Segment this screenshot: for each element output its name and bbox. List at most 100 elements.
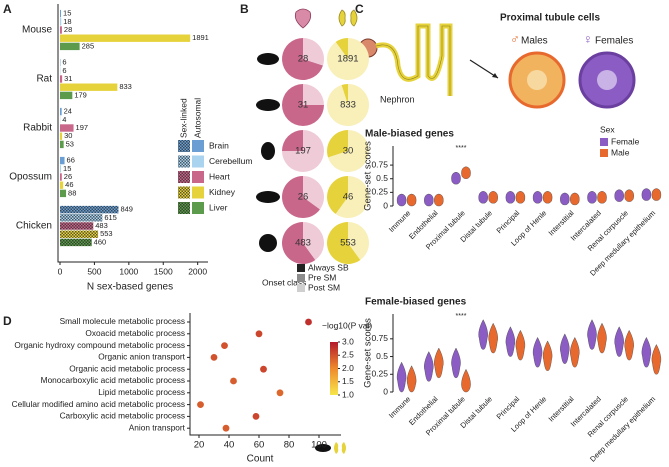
x-tick-label: 1500 <box>154 266 173 276</box>
x-tick-label: 20 <box>194 440 205 451</box>
violin <box>651 188 662 201</box>
value-label: 460 <box>94 237 107 246</box>
point <box>252 413 260 420</box>
pie-slice <box>303 84 324 105</box>
violin <box>478 319 488 350</box>
bar <box>60 132 63 140</box>
y-tick-label: Monocarboxylic acid metabolic process <box>41 375 185 385</box>
colorbar-tick-label: 1.0 <box>342 389 354 399</box>
legend-swatch <box>297 274 305 282</box>
violin <box>451 171 461 185</box>
violin <box>651 344 662 375</box>
point <box>255 330 263 338</box>
pie-count: 833 <box>340 100 356 111</box>
male-symbol: ♂ <box>510 31 520 46</box>
point <box>210 354 218 361</box>
bar <box>60 156 65 165</box>
bar <box>60 18 62 26</box>
pie-count: 26 <box>298 192 309 203</box>
value-label: 30 <box>64 131 72 140</box>
pie-slice <box>282 38 323 80</box>
violin <box>570 192 580 206</box>
point <box>305 318 312 326</box>
violin <box>461 166 471 179</box>
colorbar <box>330 342 338 395</box>
y-tick-label: 0.5 <box>376 351 388 361</box>
y-tick-label: 0.5 <box>376 173 388 183</box>
pie-slice <box>281 222 316 264</box>
y-tick-label: Lipid metabolic process <box>98 387 185 397</box>
point <box>222 424 230 432</box>
pie-count: 483 <box>295 238 311 249</box>
legend-header: Sex-linked <box>178 98 188 138</box>
legend-swatch <box>192 186 204 199</box>
value-label: 24 <box>64 107 72 116</box>
bar-hatch <box>60 230 99 238</box>
pie-slice <box>327 222 361 264</box>
y-tick-label: Rat <box>36 74 52 85</box>
pie-slice <box>303 38 324 66</box>
x-tick-label: 80 <box>284 440 295 451</box>
legend-title: Sex <box>600 124 615 134</box>
legend-label: Always SB <box>308 262 349 272</box>
value-label: 26 <box>64 172 72 181</box>
y-tick-label: Mouse <box>22 25 52 36</box>
x-tick-label: 60 <box>254 440 265 451</box>
y-tick-label: Opossum <box>9 172 52 183</box>
y-tick-label: Small molecule metabolic process <box>60 316 185 326</box>
pie-slice <box>326 130 348 158</box>
legend-swatch <box>297 264 305 272</box>
value-label: 1891 <box>192 33 209 42</box>
legend-swatch <box>192 155 204 168</box>
point <box>230 377 237 385</box>
pie-slice <box>335 176 370 219</box>
legend-label: Pre SM <box>308 272 336 282</box>
y-tick-label: 0.75 <box>371 333 388 343</box>
bar-hatch <box>60 205 119 214</box>
violin <box>488 191 498 204</box>
x-tick-label: Immune <box>387 208 413 234</box>
legend-swatch <box>192 171 204 183</box>
pie-count: 30 <box>343 146 354 157</box>
value-label: 88 <box>68 188 76 197</box>
colorbar-tick-label: 3.0 <box>342 336 354 346</box>
y-tick-label: 0.25 <box>371 187 388 197</box>
violin <box>424 193 434 207</box>
female-symbol: ♀ <box>583 31 593 46</box>
pie-count: 197 <box>295 146 311 157</box>
y-tick-label: Chicken <box>16 221 52 232</box>
legend-label: Kidney <box>209 187 236 197</box>
point <box>221 342 228 349</box>
bar <box>60 83 118 91</box>
value-label: 15 <box>63 9 71 18</box>
bar <box>60 189 67 198</box>
y-axis-label: Gene-set scores <box>363 141 374 211</box>
value-label: 833 <box>119 82 132 91</box>
females-label: Females <box>595 36 633 47</box>
x-tick-label: 40 <box>224 440 235 451</box>
legend-label: Post SM <box>308 282 340 292</box>
panel-label: A <box>3 2 12 16</box>
colorbar-title: −log10(P val) <box>322 320 372 330</box>
axis <box>189 313 341 436</box>
bar <box>60 9 62 18</box>
legend-swatch <box>192 202 204 214</box>
violin <box>587 319 597 350</box>
y-tick-label: Cellular modified amino acid metabolic p… <box>12 399 185 409</box>
legend-title: Onset class <box>262 277 306 287</box>
point <box>197 401 204 408</box>
violin <box>560 333 570 364</box>
diagram-title: Proximal tubule cells <box>500 13 600 24</box>
value-label: 849 <box>120 205 133 214</box>
bar <box>60 42 80 51</box>
violin <box>505 326 516 357</box>
x-tick-label: Principal <box>495 208 522 235</box>
x-tick-label: 0 <box>58 266 63 276</box>
chart-title: Female-biased genes <box>365 297 467 308</box>
violin <box>560 192 570 206</box>
value-label: 53 <box>66 139 74 148</box>
icons <box>256 8 636 454</box>
legend-swatch <box>600 138 608 146</box>
axis <box>57 4 208 263</box>
